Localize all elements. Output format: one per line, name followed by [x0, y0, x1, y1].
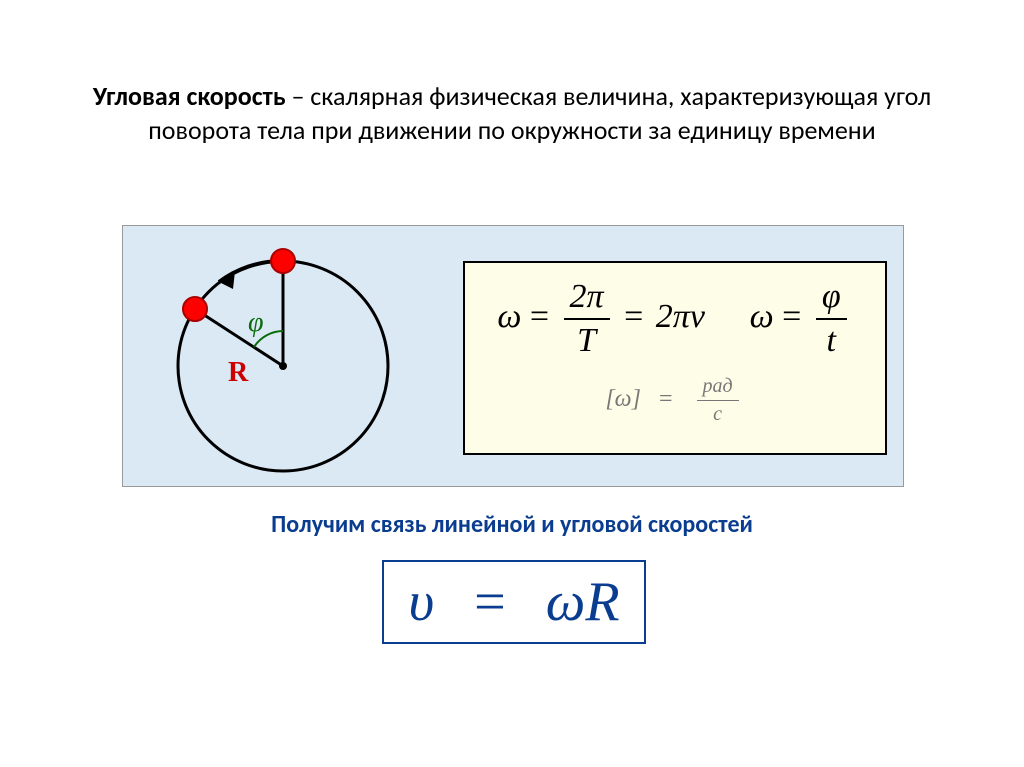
omega-symbol-2: ω	[750, 298, 774, 335]
frac-phi-t: φ t	[816, 278, 847, 360]
subtitle: Получим связь линейной и угловой скорост…	[0, 510, 1024, 539]
frac-2pi-T: 2π T	[564, 278, 610, 360]
main-formula-box: υ = ωR	[382, 560, 646, 644]
equals-3: =	[782, 298, 801, 335]
frac-units: рад с	[697, 375, 739, 426]
formula-panel: ω = 2π T = 2πν ω = φ t [ω] =	[463, 261, 887, 455]
circle-diagram: φ R	[143, 231, 423, 491]
omega-eq-2pi-over-T: ω = 2π T = 2πν	[497, 278, 705, 360]
radius-label: R	[228, 357, 249, 388]
formula-row-1: ω = 2π T = 2πν ω = φ t	[465, 263, 885, 365]
unit-num: рад	[697, 375, 739, 401]
diagram-container: φ R ω = 2π T = 2πν ω = φ t	[122, 225, 904, 487]
equals-2: =	[624, 298, 643, 335]
point-left-icon	[183, 297, 207, 321]
omega-main: ω	[546, 571, 586, 633]
equals-1: =	[530, 298, 549, 335]
heading-block: Угловая скорость – скалярная физическая …	[80, 80, 944, 148]
den-T: T	[564, 320, 610, 360]
equals-4: =	[659, 386, 673, 412]
heading-bold: Угловая скорость	[93, 80, 286, 112]
units-lhs: [ω]	[605, 386, 641, 412]
equals-main: =	[474, 571, 506, 633]
point-top-icon	[271, 249, 295, 273]
units-row: [ω] = рад с	[465, 375, 885, 426]
v-symbol: υ	[408, 571, 434, 633]
phi-label: φ	[248, 307, 264, 338]
num-2pi: 2π	[564, 278, 610, 320]
unit-den: с	[697, 401, 739, 426]
R-main: R	[585, 571, 619, 633]
den-t: t	[816, 320, 847, 360]
two-pi-nu: 2πν	[656, 298, 705, 335]
omega-symbol: ω	[497, 298, 521, 335]
omega-eq-phi-over-t: ω = φ t	[750, 278, 853, 360]
main-formula: υ = ωR	[408, 570, 619, 634]
num-phi: φ	[816, 278, 847, 320]
